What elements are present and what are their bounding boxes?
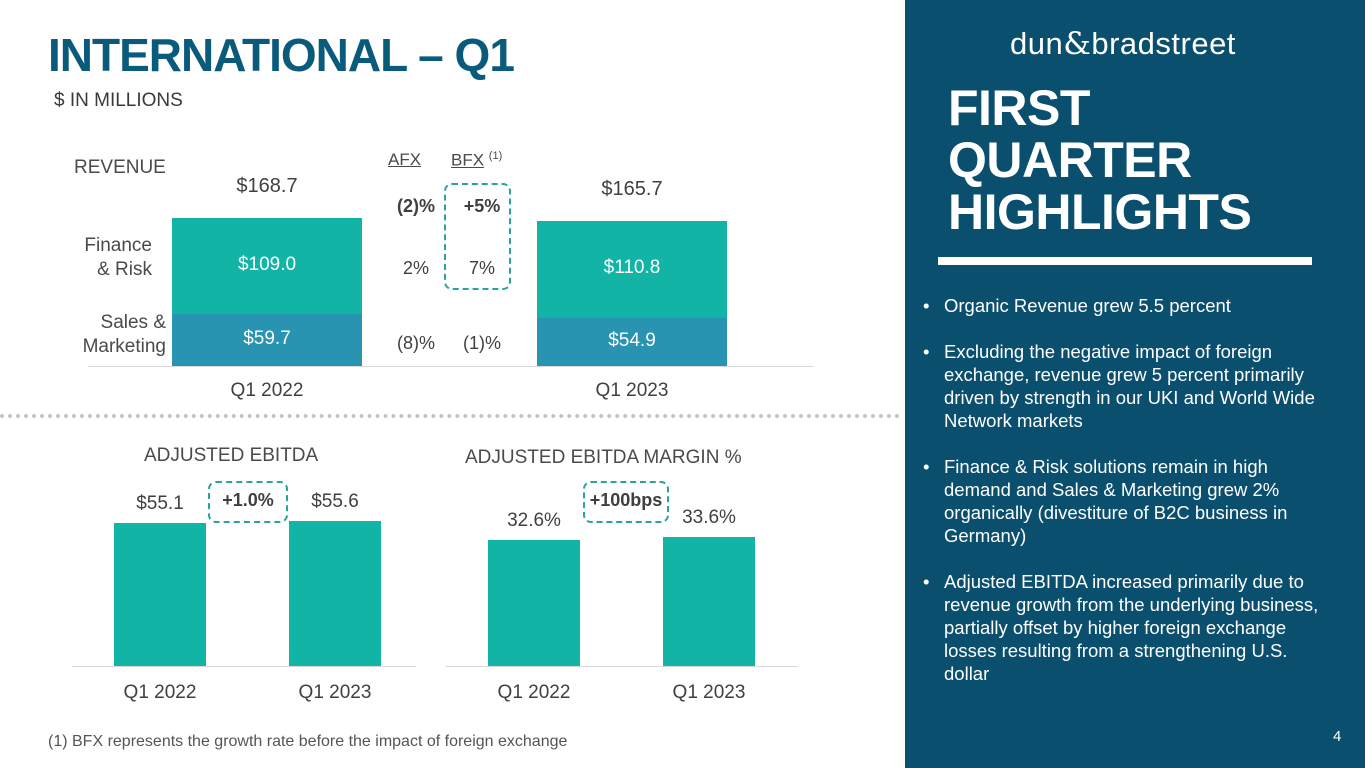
margin-bar-q1-2023 [663,536,755,666]
bullet-icon: • [923,571,930,592]
margin-change: +100bps [589,490,663,510]
total-label: $168.7 [236,175,298,198]
revenue-axis-line [88,366,814,367]
bullet-icon: • [923,295,930,316]
x-tick-label: Q1 2022 [230,380,304,401]
ebitda-data-label: $55.6 [311,491,359,513]
page-title: INTERNATIONAL – Q1 [48,29,515,81]
bfx-header: BFX (1) [451,150,503,170]
ebitda-bar-q1-2022 [114,522,206,666]
brand-logo: dun&bradstreet [1010,26,1236,62]
units-label: $ IN MILLIONS [54,90,183,111]
bullet-icon: • [923,456,930,477]
bar-finance-risk-q1-2022 [172,218,362,314]
footnote: (1) BFX represents the growth rate befor… [48,733,568,750]
margin-axis-line [446,666,798,667]
total-label: $165.7 [601,177,663,200]
section-separator [0,414,900,418]
afx-finance-risk: 2% [402,258,429,278]
revenue-label: REVENUE [74,157,166,178]
bar-sales-marketing-q1-2023 [537,317,727,366]
x-tick-label: Q1 2023 [595,380,669,401]
afx-header: AFX [388,150,422,169]
list-item: • Excluding the negative impact of foreig… [923,341,1315,431]
row-label-sales-marketing: Sales & Marketing [82,312,166,357]
highlights-panel [905,0,1365,768]
afx-total: (2)% [396,196,435,216]
data-label-sales-marketing: $59.7 [243,327,291,349]
page-number: 4 [1333,728,1342,745]
list-item: • Organic Revenue grew 5.5 percent [923,295,1231,316]
margin-chart-title: ADJUSTED EBITDA MARGIN % [465,447,742,468]
margin-change-box [583,481,669,523]
margin-x-tick-label: Q1 2023 [672,682,746,703]
ebitda-change-box [208,481,288,523]
margin-data-label: 32.6% [507,510,561,532]
bullet-icon: • [923,341,930,362]
ebitda-x-tick-label: Q1 2022 [123,682,197,703]
row-label-finance-risk: Finance & Risk [84,235,152,280]
margin-x-tick-label: Q1 2022 [497,682,571,703]
bar-finance-risk-q1-2023 [537,220,727,318]
bfx-highlight-box [444,183,511,290]
bfx-total: +5% [463,196,501,216]
list-item: • Adjusted EBITDA increased primarily due… [923,571,1319,684]
ebitda-chart-title: ADJUSTED EBITDA [144,445,319,466]
data-label-finance-risk: $110.8 [603,257,661,279]
ebitda-axis-line [72,666,416,667]
ebitda-data-label: $55.1 [136,492,184,514]
margin-data-label: 33.6% [682,506,736,528]
bfx-finance-risk: 7% [468,258,495,278]
heading-rule [938,257,1312,265]
bfx-sales-marketing: (1)% [462,333,501,353]
ebitda-change: +1.0% [222,490,274,510]
bar-sales-marketing-q1-2022 [172,313,362,366]
highlights-list: • Organic Revenue grew 5.5 percent • Exclu… [920,294,1330,708]
highlights-heading: FIRST QUARTER HIGHLIGHTS [948,80,1252,240]
afx-sales-marketing: (8)% [396,333,435,353]
ebitda-x-tick-label: Q1 2023 [298,682,372,703]
margin-bar-q1-2022 [488,540,580,666]
ebitda-bar-q1-2023 [289,521,381,666]
data-label-sales-marketing: $54.9 [608,329,656,351]
data-label-finance-risk: $109.0 [237,253,297,275]
list-item: • Finance & Risk solutions remain in high… [923,456,1288,546]
